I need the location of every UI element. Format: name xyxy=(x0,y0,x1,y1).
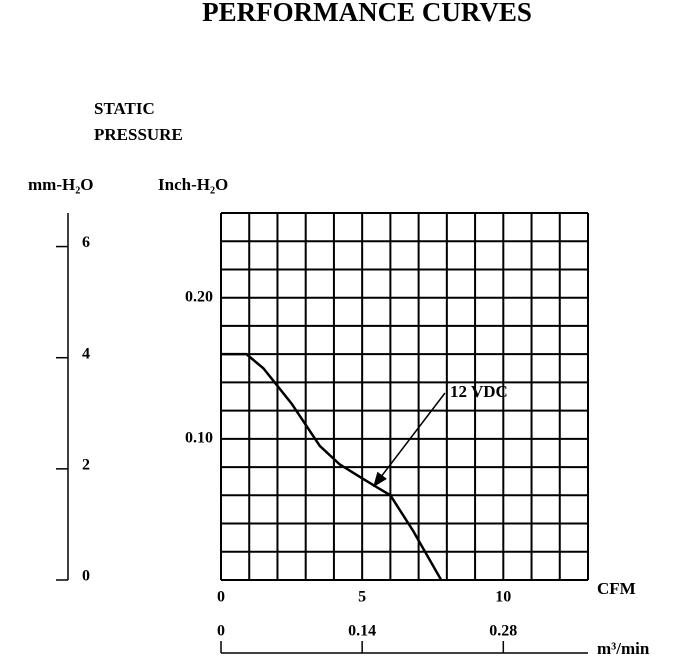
y2-tick-label: 0 xyxy=(82,568,90,585)
x-tick-label: 0 xyxy=(217,589,225,606)
curve xyxy=(221,352,443,581)
y-tick-label: 0.10 xyxy=(185,430,213,447)
x2-label: m³/min xyxy=(597,639,650,658)
x-tick-label: 5 xyxy=(358,589,366,606)
x2-tick-label: 0.14 xyxy=(348,623,376,640)
y-label: STATIC PRESSURE xyxy=(94,99,183,144)
x2-tick-label: 0.28 xyxy=(489,623,517,640)
chart-title: PERFORMANCE CURVES xyxy=(202,0,532,27)
x-label: CFM xyxy=(597,579,636,598)
x2-tick-label: 0 xyxy=(217,623,225,640)
series-label: 12 VDC xyxy=(450,382,508,401)
y2-unit: mm-H₂O xyxy=(28,175,94,194)
annotation-arrow xyxy=(373,392,446,488)
y2-tick-label: 4 xyxy=(82,345,90,362)
y2-tick-label: 2 xyxy=(82,457,90,474)
y-tick-label: 0.20 xyxy=(185,288,213,305)
y-unit: Inch-H₂O xyxy=(158,175,228,194)
x-tick-label: 10 xyxy=(495,589,511,606)
y2-tick-label: 6 xyxy=(82,234,90,251)
